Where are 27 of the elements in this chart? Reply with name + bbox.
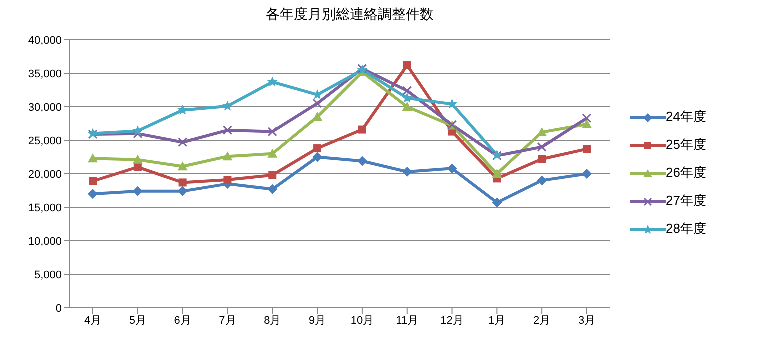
y-tick-label: 30,000 [28, 102, 62, 114]
y-tick-label: 10,000 [28, 236, 62, 248]
x-tick-label: 9月 [308, 314, 326, 327]
x-tick-label: 6月 [174, 314, 192, 327]
x-tick-label: 4月 [84, 314, 102, 327]
legend-label: 26年度 [666, 165, 706, 180]
y-tick-label: 25,000 [28, 135, 62, 148]
x-tick-label: 3月 [578, 314, 596, 327]
x-tick-label: 2月 [534, 314, 551, 327]
x-tick-label: 8月 [264, 314, 282, 327]
y-tick-label: 40,000 [28, 34, 62, 47]
x-tick-label: 5月 [129, 314, 146, 327]
chart-title: 各年度月別総連絡調整件数 [265, 6, 435, 24]
legend-label: 27年度 [666, 193, 706, 208]
x-tick-label: 1月 [488, 314, 506, 327]
legend-label: 24年度 [666, 109, 706, 124]
x-tick-label: 11月 [396, 314, 419, 327]
x-tick-label: 12月 [440, 314, 464, 327]
y-tick-label: 15,000 [28, 202, 62, 214]
y-tick-label: 5,000 [34, 269, 62, 282]
x-tick-label: 10月 [350, 314, 374, 327]
legend-label: 28年度 [666, 221, 706, 236]
y-tick-label: 20,000 [28, 168, 62, 181]
x-tick-label: 7月 [219, 314, 236, 327]
y-tick-label: 35,000 [28, 68, 62, 80]
legend-label: 25年度 [666, 137, 706, 152]
y-tick-label: 0 [56, 302, 62, 315]
